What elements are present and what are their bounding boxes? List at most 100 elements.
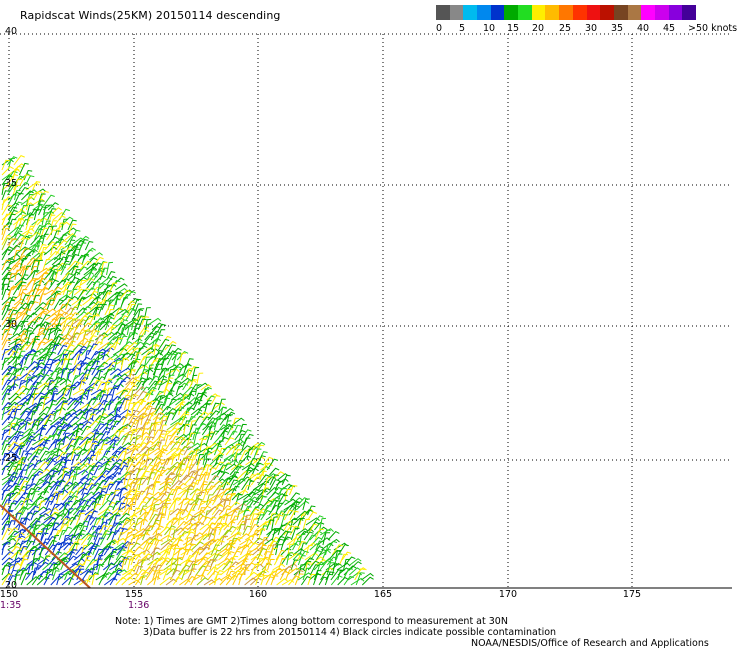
wind-barb (190, 455, 198, 466)
wind-barb (113, 401, 123, 411)
wind-barb (249, 556, 260, 566)
wind-barb (225, 420, 232, 431)
wind-barb (13, 475, 24, 486)
wind-barb (45, 313, 59, 321)
wind-barb (164, 440, 176, 451)
lon-label-160: 160 (248, 589, 268, 600)
wind-barb (158, 486, 172, 496)
wind-barb (24, 250, 36, 261)
wind-barb (270, 575, 279, 586)
wind-barb (111, 321, 125, 331)
wind-barb (38, 500, 46, 511)
wind-barb (69, 427, 83, 436)
wind-barb (122, 507, 133, 516)
wind-barb (159, 491, 170, 501)
wind-barb (141, 378, 150, 391)
wind-barb (76, 449, 86, 461)
wind-barb (170, 435, 180, 446)
wind-barb (130, 351, 140, 361)
wind-barb (24, 447, 36, 456)
wind-barb (93, 473, 107, 481)
wind-barb (182, 379, 194, 391)
wind-barb (157, 367, 168, 381)
wind-barb (245, 571, 258, 581)
wind-barb (200, 388, 210, 401)
wind-barb (139, 571, 150, 581)
wind-barb (26, 269, 39, 281)
wind-barb (85, 410, 93, 421)
wind-barb (51, 454, 64, 461)
wind-barb (56, 317, 65, 331)
wind-barb (151, 498, 163, 506)
wind-barb (129, 419, 140, 431)
wind-barb (179, 578, 191, 586)
wind-barb (250, 445, 260, 456)
wind-barb (45, 297, 56, 306)
wind-barb (90, 350, 101, 361)
wind-barb (88, 314, 99, 326)
wind-barb (159, 415, 168, 426)
wind-barb (46, 450, 57, 461)
wind-barb (307, 511, 318, 521)
wind-barb (13, 230, 23, 241)
wind-barb (143, 542, 154, 556)
wind-barb (43, 573, 54, 586)
wind-barb (206, 467, 216, 481)
wind-barb (146, 367, 154, 381)
wind-barb (193, 559, 200, 571)
wind-barb (1, 551, 14, 561)
wind-barb (84, 508, 97, 516)
wind-barb (148, 447, 162, 456)
wind-barb (147, 575, 161, 586)
wind-barb (126, 325, 134, 336)
wind-barb (45, 425, 57, 436)
wind-barb (13, 178, 22, 191)
wind-barb (61, 495, 74, 506)
wind-barb (77, 242, 87, 256)
wind-barb (107, 512, 121, 521)
wind-barb (63, 541, 75, 551)
wind-barb (141, 446, 155, 456)
wind-barb (1, 283, 9, 296)
wind-barb (50, 385, 59, 396)
wind-barb (256, 558, 265, 571)
wind-barb (13, 301, 24, 311)
wind-barb (53, 529, 63, 541)
wind-barb (79, 520, 89, 531)
wind-barb (53, 299, 64, 311)
wind-barb (191, 541, 204, 551)
wind-barb (7, 193, 18, 206)
wind-barb (31, 278, 40, 291)
wind-barb (146, 449, 153, 461)
wind-barb (144, 323, 152, 336)
wind-barb (146, 407, 156, 421)
wind-barb (96, 283, 104, 296)
wind-barb (124, 498, 132, 511)
lat-label-35: 35 (5, 178, 18, 189)
wind-barb (26, 312, 38, 321)
wind-barb (134, 412, 147, 421)
wind-barb (121, 576, 134, 586)
wind-barb (247, 480, 255, 491)
wind-barb (189, 420, 197, 431)
wind-barb (172, 576, 183, 586)
wind-barb (13, 434, 24, 446)
wind-barb (226, 570, 235, 581)
wind-barb (271, 528, 280, 541)
wind-barb (181, 503, 193, 516)
wind-barb (210, 430, 220, 441)
wind-barb (118, 376, 131, 386)
wind-barb (136, 347, 144, 361)
wind-barb (122, 394, 131, 406)
wind-barb (51, 428, 62, 441)
wind-barb (123, 532, 133, 546)
wind-barb (211, 494, 223, 506)
wind-barb (47, 351, 57, 361)
wind-barb (178, 530, 189, 541)
wind-barb (19, 174, 31, 186)
wind-barb (101, 289, 113, 301)
wind-barb (343, 558, 351, 571)
wind-barb (7, 562, 22, 571)
wind-barb (160, 538, 173, 546)
wind-barb (85, 496, 96, 506)
